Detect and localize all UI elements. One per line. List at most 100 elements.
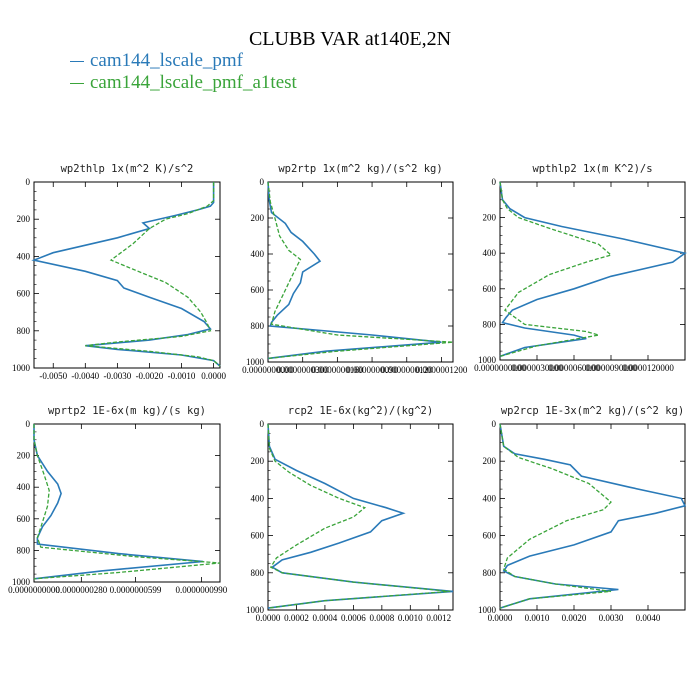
x-tick-label: 0.0000000990: [176, 585, 228, 595]
y-tick-label: 400: [251, 249, 265, 259]
y-tick-label: 200: [251, 456, 265, 466]
x-tick-label: 0.0000000090: [346, 365, 398, 375]
x-tick-label: -0.0050: [39, 371, 67, 381]
series-line-1: [33, 424, 204, 580]
x-tick-label: 0.0000000120: [381, 365, 433, 375]
legend-line-2: [70, 83, 84, 85]
panel-6: wp2rcp 1E-3x(m^2 kg)/(s^2 kg) 0 200 400 600 8…: [478, 405, 687, 623]
y-tick-label: 600: [483, 284, 497, 294]
y-tick-label: 800: [17, 326, 31, 336]
panel-3: wpthlp2 1x(m K^2)/s020040060080010000.00…: [474, 163, 687, 373]
y-tick-label: 1000: [478, 605, 497, 615]
y-tick-label: 600: [251, 531, 265, 541]
y-tick-label: 1000: [246, 357, 265, 367]
legend-label-2: cam144_lscale_pmf_a1test: [90, 72, 297, 93]
x-tick-label: 0.0000060000: [548, 363, 600, 373]
x-tick-label: 0.0030: [599, 613, 624, 623]
x-tick-label: 0.0008: [369, 613, 394, 623]
panel-title: wpthlp2 1x(m K^2)/s: [532, 163, 652, 175]
x-tick-label: 0.0000120000: [622, 363, 674, 373]
x-tick-label: 0.0040: [636, 613, 661, 623]
plot-frame: [33, 181, 221, 369]
y-tick-label: 1000: [12, 363, 31, 373]
y-tick-label: 0: [260, 419, 265, 429]
x-tick-label: 0.0020: [562, 613, 587, 623]
y-tick-label: 400: [17, 482, 31, 492]
y-tick-label: 0: [492, 419, 497, 429]
series-line-2: [499, 181, 613, 358]
series-line-2: [499, 423, 612, 609]
plot-frame: [499, 423, 686, 611]
y-tick-label: 1000: [478, 355, 497, 365]
y-tick-label: 800: [17, 545, 31, 555]
legend-line-1: [70, 61, 84, 63]
x-tick-label: -0.0020: [136, 371, 164, 381]
series-line-1: [499, 181, 687, 358]
x-tick-label: 0.0012: [426, 613, 451, 623]
y-tick-label: 0: [26, 419, 31, 429]
x-tick-label: 0.0000000000: [474, 363, 526, 373]
x-tick-label: 0.0000000280: [55, 585, 107, 595]
panel-title: rcp2 1E-6x(kg^2)/(kg^2): [288, 405, 433, 417]
x-tick-label: -0.0030: [104, 371, 132, 381]
y-tick-label: 200: [483, 213, 497, 223]
x-tick-label: 0.0000001200: [416, 365, 468, 375]
figure-title: CLUBB VAR at140E,2N: [248, 28, 452, 50]
panel-title: wp2rtp 1x(m^2 kg)/(s^2 kg): [278, 163, 442, 175]
plot-frame: [499, 181, 686, 361]
y-tick-label: 0: [26, 177, 31, 187]
series-line-2: [267, 423, 451, 609]
y-tick-label: 200: [17, 451, 31, 461]
y-tick-label: 400: [483, 493, 497, 503]
y-tick-label: 400: [483, 248, 497, 258]
series-line-2: [85, 182, 221, 367]
x-tick-label: 0.0002: [284, 613, 309, 623]
y-tick-label: 1000: [12, 577, 31, 587]
series-line-2: [33, 424, 221, 580]
series-line-1: [267, 423, 454, 609]
series-line-1: [267, 181, 442, 360]
series-line-1: [31, 182, 221, 367]
x-tick-label: 0.0006: [341, 613, 366, 623]
y-tick-label: 800: [251, 321, 265, 331]
y-tick-label: 600: [17, 289, 31, 299]
y-tick-label: 200: [483, 456, 497, 466]
y-tick-label: 400: [251, 493, 265, 503]
panel-1: wp2thlp 1x(m^2 K)/s^2 0 200 400 600 800 1000 -0…: [12, 163, 226, 381]
y-tick-label: 0: [492, 177, 497, 187]
x-tick-label: 0.0004: [313, 613, 338, 623]
y-tick-label: 200: [251, 213, 265, 223]
x-tick-label: 0.0000030000: [511, 363, 563, 373]
x-tick-label: -0.0040: [71, 371, 99, 381]
series-line-2: [267, 181, 454, 360]
y-tick-label: 200: [17, 214, 31, 224]
panel-5: rcp2 1E-6x(kg^2)/(kg^2) 0 200 400 600 800 1000…: [246, 405, 454, 623]
x-tick-label: 0.0000000599: [110, 585, 162, 595]
y-tick-label: 800: [483, 568, 497, 578]
panel-title: wprtp2 1E-6x(m kg)/(s kg): [48, 405, 206, 417]
x-tick-label: -0.0010: [168, 371, 196, 381]
plot-frame: [33, 423, 221, 583]
x-tick-label: 0.0000: [201, 371, 226, 381]
panel-title: wp2thlp 1x(m^2 K)/s^2: [61, 163, 194, 175]
x-tick-label: 0.0000090000: [585, 363, 637, 373]
y-tick-label: 800: [483, 319, 497, 329]
y-tick-label: 600: [251, 285, 265, 295]
legend-item-2: cam144_lscale_pmf_a1test: [70, 72, 297, 94]
panel-4: wprtp2 1E-6x(m kg)/(s kg) 0 200 400 600 800 10…: [8, 405, 228, 595]
x-tick-label: 0.0000: [488, 613, 513, 623]
y-tick-label: 0: [260, 177, 265, 187]
y-tick-label: 600: [17, 514, 31, 524]
legend-label-1: cam144_lscale_pmf: [90, 50, 244, 71]
y-tick-label: 400: [17, 251, 31, 261]
x-tick-label: 0.0010: [398, 613, 423, 623]
plot-frame: [267, 181, 454, 363]
y-tick-label: 1000: [246, 605, 265, 615]
legend-item-1: cam144_lscale_pmf: [70, 50, 243, 72]
series-line-1: [499, 423, 687, 609]
x-tick-label: 0.0010: [525, 613, 550, 623]
x-tick-label: 0.0000000160: [312, 365, 364, 375]
panel-2: wp2rtp 1x(m^2 kg)/(s^2 kg) 0 200 400 600 800 1…: [242, 163, 468, 375]
